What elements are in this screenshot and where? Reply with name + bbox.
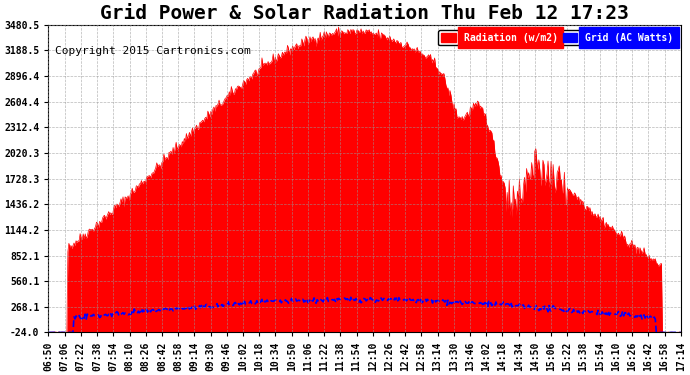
Legend: Radiation (w/m2), Grid (AC Watts): Radiation (w/m2), Grid (AC Watts): [438, 30, 676, 45]
Title: Grid Power & Solar Radiation Thu Feb 12 17:23: Grid Power & Solar Radiation Thu Feb 12 …: [100, 4, 629, 23]
Text: Copyright 2015 Cartronics.com: Copyright 2015 Cartronics.com: [55, 46, 250, 56]
